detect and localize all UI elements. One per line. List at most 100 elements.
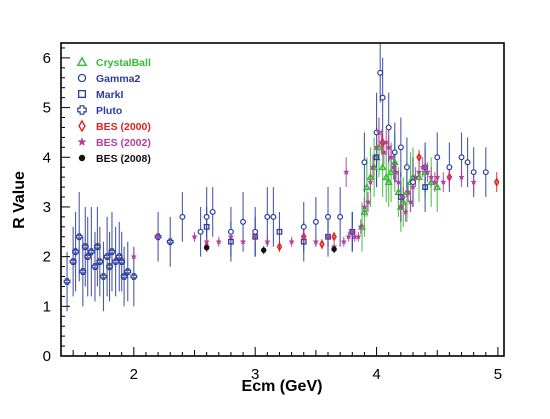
series-pluto-point: [91, 263, 99, 270]
series-crystalball-point: [387, 167, 396, 176]
series-gamma2-point: [325, 213, 331, 220]
series-crystalball-point: [433, 182, 442, 191]
series-bes-2002-point: [340, 238, 348, 245]
series-marki-point: [276, 228, 283, 235]
series-bes-2002-point: [407, 198, 414, 205]
series-gamma2-point: [482, 169, 489, 176]
series-bes-2002-point: [458, 173, 465, 180]
series-bes-2002-point: [402, 208, 410, 215]
legend-label-gamma2: Gamma2: [96, 73, 141, 85]
y-tick-label: 0: [43, 348, 51, 365]
series-gamma2-point: [377, 69, 384, 76]
series-gamma2-point: [312, 218, 319, 225]
series-bes-2000-point: [493, 177, 500, 187]
series-bes-2002-point: [385, 143, 393, 151]
series-bes-2002-point: [288, 238, 295, 245]
series-bes-2002-point: [399, 193, 407, 200]
series-gamma2-point: [270, 213, 277, 220]
series-bes-2002-point: [251, 233, 259, 240]
series-bes-2002-point: [239, 238, 247, 245]
x-tick-label: 4: [372, 366, 380, 383]
series-bes-2002-point: [392, 168, 400, 176]
series-gamma2-point: [264, 213, 271, 220]
series-marki-point: [228, 238, 234, 245]
series-gamma2-point: [179, 213, 186, 220]
series-bes-2002-point: [367, 178, 374, 185]
series-bes-2002-point: [154, 233, 162, 240]
series-gamma2-point: [446, 164, 453, 171]
series-pluto-point: [96, 258, 104, 266]
series-pluto-point: [112, 258, 120, 266]
legend-marker-crystalball: [76, 56, 88, 67]
series-crystalball-point: [382, 172, 391, 181]
series-gamma2-point: [379, 94, 386, 101]
series-pluto-point: [81, 243, 89, 251]
series-bes-2002-point: [215, 238, 223, 245]
legend-marker-bes-2008: [78, 154, 86, 162]
series-marki-point: [373, 154, 380, 161]
series-pluto-point: [118, 258, 126, 266]
series-gamma2-point: [203, 213, 210, 220]
series-bes-2002-point: [390, 163, 397, 171]
series-bes-2002-point: [439, 178, 447, 185]
series-pluto-point: [154, 233, 162, 241]
series-gamma2-point: [434, 154, 441, 161]
y-tick-label: 1: [43, 298, 51, 315]
series-gamma2-point: [397, 144, 404, 151]
series-marki-point: [203, 223, 210, 230]
series-pluto-point: [166, 238, 174, 246]
series-bes-2002-point: [227, 233, 235, 240]
series-pluto-point: [84, 253, 92, 261]
legend-label-bes-2008: BES (2008): [96, 153, 151, 165]
series-bes-2002-point: [130, 253, 138, 260]
plot-frame: [60, 42, 505, 357]
series-bes-2000-point: [319, 239, 325, 249]
series-bes-2002-point: [373, 143, 380, 151]
series-gamma2-point: [361, 159, 368, 166]
series-pluto-point: [79, 268, 87, 275]
series-bes-2002-point: [375, 128, 383, 136]
x-tick-label: 5: [494, 366, 502, 383]
series-pluto-point: [120, 273, 128, 280]
series-bes-2002-point: [191, 233, 198, 240]
series-pluto-point: [106, 263, 113, 270]
series-bes-2002-point: [342, 168, 350, 176]
series-pluto-point: [94, 243, 101, 251]
series-bes-2002-point: [431, 178, 439, 185]
series-gamma2-point: [197, 228, 204, 235]
legend-label-pluto: Pluto: [96, 105, 122, 117]
series-bes-2002-point: [424, 168, 431, 176]
series-bes-2008-point: [203, 244, 210, 251]
y-tick-label: 3: [43, 199, 51, 216]
series-pluto-point: [75, 233, 83, 241]
series-bes-2002-point: [397, 203, 405, 210]
series-bes-2002-point: [409, 183, 417, 190]
series-bes-2002-point: [427, 173, 435, 180]
data-markers: [63, 69, 500, 285]
series-pluto-point: [124, 268, 132, 275]
series-bes-2000-point: [416, 152, 422, 163]
series-bes-2000-point: [331, 232, 337, 242]
legend-label-bes-2000: BES (2000): [96, 121, 151, 133]
series-pluto-point: [130, 273, 138, 280]
series-bes-2002-point: [395, 178, 402, 185]
y-axis-label: R Value: [11, 171, 28, 229]
series-gamma2-point: [464, 159, 471, 166]
series-bes-2002-point: [364, 198, 372, 205]
series-pluto-point: [87, 248, 95, 256]
series-bes-2002-point: [361, 203, 368, 210]
series-bes-2008-point: [331, 246, 337, 252]
series-bes-2002-point: [446, 173, 453, 180]
legend-marker-bes-2002: [77, 137, 87, 146]
series-bes-2002-point: [380, 148, 388, 156]
series-gamma2-point: [403, 164, 410, 171]
series-gamma2-point: [300, 223, 307, 230]
series-pluto-point: [103, 253, 111, 261]
series-pluto-point: [100, 273, 107, 280]
legend-label-bes-2002: BES (2002): [96, 137, 151, 149]
legend: CrystalBall Gamma2 MarkI Pluto BES (2000) BES…: [76, 56, 151, 165]
y-tick-label: 4: [43, 149, 51, 166]
series-marki-point: [422, 184, 428, 190]
